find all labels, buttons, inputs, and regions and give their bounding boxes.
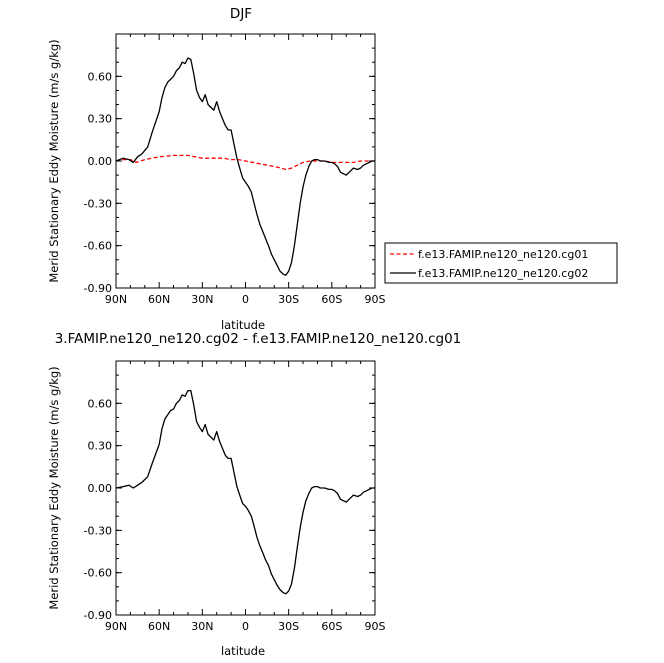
x-tick-label: 30N bbox=[191, 293, 213, 306]
x-tick-label: 30S bbox=[278, 620, 299, 633]
x-tick-label: 60N bbox=[148, 293, 170, 306]
y-tick-label: -0.30 bbox=[84, 197, 112, 210]
y-axis-ticks: 0.60 0.30 0.00 -0.30 -0.60 -0.90 bbox=[84, 360, 375, 622]
series-line-0 bbox=[115, 389, 375, 595]
x-axis-ticks: 90N 60N 30N 0 30S 60S 90S bbox=[105, 34, 386, 306]
y-tick-label: -0.30 bbox=[84, 524, 112, 537]
y-axis-ticks: 0.60 0.30 0.00 -0.30 -0.60 -0.90 bbox=[84, 33, 375, 295]
x-tick-label: 90N bbox=[105, 620, 127, 633]
x-tick-label: 30N bbox=[191, 620, 213, 633]
y-tick-label: -0.60 bbox=[84, 240, 112, 253]
x-tick-label: 30S bbox=[278, 293, 299, 306]
y-tick-label: 0.60 bbox=[88, 397, 113, 410]
y-tick-label: 0.00 bbox=[88, 482, 113, 495]
x-tick-label: 0 bbox=[242, 620, 249, 633]
x-axis-ticks: 90N 60N 30N 0 30S 60S 90S bbox=[105, 361, 386, 633]
x-axis-title: latitude bbox=[221, 318, 265, 332]
x-tick-label: 0 bbox=[242, 293, 249, 306]
y-tick-label: 0.30 bbox=[88, 113, 113, 126]
y-axis-title: Merid Stationary Eddy Moisture (m/s g/kg… bbox=[47, 366, 61, 609]
series-line-0 bbox=[115, 154, 375, 171]
diff-chart-title: 3.FAMIP.ne120_ne120.cg02 - f.e13.FAMIP.n… bbox=[55, 331, 462, 347]
plot-frame bbox=[115, 360, 376, 616]
y-tick-label: 0.60 bbox=[88, 70, 113, 83]
series-lines bbox=[115, 389, 375, 595]
x-tick-label: 90S bbox=[365, 620, 386, 633]
series-lines bbox=[115, 57, 375, 276]
legend-label-cg02: f.e13.FAMIP.ne120_ne120.cg02 bbox=[418, 267, 588, 280]
legend: f.e13.FAMIP.ne120_ne120.cg01 f.e13.FAMIP… bbox=[384, 242, 618, 284]
x-tick-label: 60S bbox=[321, 620, 342, 633]
y-tick-label: 0.00 bbox=[88, 155, 113, 168]
chart-title: DJF bbox=[230, 6, 252, 22]
panel-bottom: 3.FAMIP.ne120_ne120.cg02 - f.e13.FAMIP.n… bbox=[47, 331, 461, 658]
plot-frame bbox=[115, 33, 376, 289]
y-tick-label: -0.90 bbox=[84, 609, 112, 622]
legend-label-cg01: f.e13.FAMIP.ne120_ne120.cg01 bbox=[418, 248, 588, 261]
y-tick-label: -0.60 bbox=[84, 567, 112, 580]
panel-top: DJF Merid Stationary Eddy Moisture (m/s … bbox=[47, 6, 386, 332]
legend-box bbox=[384, 242, 618, 284]
y-axis-title: Merid Stationary Eddy Moisture (m/s g/kg… bbox=[47, 39, 61, 282]
x-axis-title: latitude bbox=[221, 644, 265, 658]
y-tick-label: -0.90 bbox=[84, 282, 112, 295]
x-tick-label: 90N bbox=[105, 293, 127, 306]
x-tick-label: 60N bbox=[148, 620, 170, 633]
x-tick-label: 90S bbox=[365, 293, 386, 306]
x-tick-label: 60S bbox=[321, 293, 342, 306]
y-tick-label: 0.30 bbox=[88, 440, 113, 453]
series-line-1 bbox=[115, 57, 375, 276]
